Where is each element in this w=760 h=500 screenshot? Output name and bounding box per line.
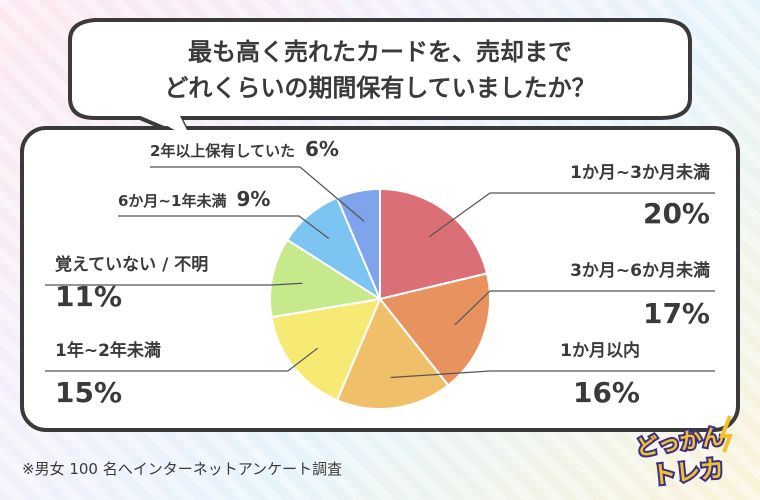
slice-percent: 17%: [643, 297, 710, 330]
pie-slice: [378, 272, 491, 387]
leader-lines: [45, 166, 715, 379]
leader-line: [454, 290, 715, 326]
question-bubble: 最も高く売れたカードを、売却まで どれくらいの期間保有していましたか？: [68, 18, 692, 142]
slice-label: 1か月以内: [560, 340, 640, 361]
leader-line: [45, 347, 319, 372]
bubble-tail-fill: [150, 116, 192, 140]
leader-line: [390, 370, 715, 379]
slice-label: 3か月~6か月未満: [570, 260, 710, 281]
logo-line-2: トレカ: [651, 455, 726, 490]
slice-label: 覚えていない / 不明: [55, 254, 208, 275]
lightning-icon: [719, 415, 733, 453]
leader-line: [150, 166, 365, 222]
slice-percent: 15%: [55, 376, 122, 409]
survey-note: ※男女 100 名へインターネットアンケート調査: [22, 460, 343, 478]
leader-line: [118, 215, 330, 239]
slice-label: 1年~2年未満: [55, 340, 161, 361]
bubble-shape: [68, 18, 692, 142]
slice-label: 6か月~1年未満: [118, 192, 226, 210]
pie-slice: [269, 238, 383, 319]
question-line-1: 最も高く売れたカードを、売却まで: [188, 38, 572, 66]
slice-label: 2年以上保有していた: [150, 142, 295, 160]
slice-percent: 11%: [55, 280, 122, 313]
slice-percent: 6%: [305, 137, 339, 161]
slice-labels: 1か月~3か月未満 20% 3か月~6か月未満 17%1か月以内 16% 1年~2年未満 1…: [55, 137, 710, 409]
slice-label: 1か月~3か月未満: [570, 162, 710, 183]
pie-slice: [379, 187, 489, 301]
slice-percent: 20%: [643, 197, 710, 230]
leader-line: [428, 192, 715, 238]
slice-percent: 16%: [573, 376, 640, 409]
brand-logo: どっかん トレカ: [633, 415, 733, 492]
slice-percent: 9%: [236, 187, 270, 211]
pie-slice: [335, 297, 450, 410]
leader-line: [45, 282, 303, 286]
pie-chart: [269, 187, 491, 410]
question-line-2: どれくらいの期間保有していましたか？: [164, 74, 595, 102]
